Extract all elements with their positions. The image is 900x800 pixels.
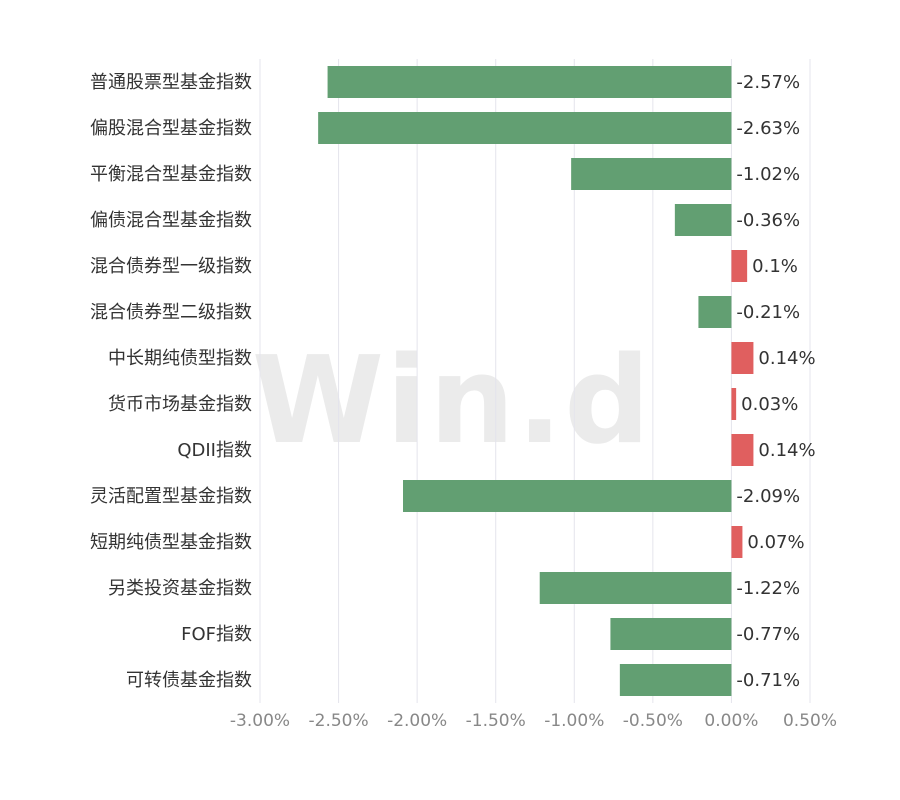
- category-labels: 普通股票型基金指数偏股混合型基金指数平衡混合型基金指数偏债混合型基金指数混合债券…: [90, 72, 252, 691]
- x-axis-tick-labels: -3.00% -2.50% -2.00% -1.50% -1.00% -0.50% 0.00…: [230, 711, 837, 731]
- category-label: 货币市场基金指数: [108, 394, 252, 415]
- watermark-text: Win.d: [252, 332, 652, 471]
- value-label: 0.14%: [758, 440, 815, 461]
- bar: [731, 388, 737, 420]
- category-label: 混合债券型一级指数: [90, 256, 252, 277]
- bar: [539, 572, 732, 604]
- x-tick-label: -0.50%: [623, 711, 683, 731]
- value-label: -2.63%: [736, 118, 800, 139]
- x-tick-label: 0.50%: [783, 711, 837, 731]
- category-label: 灵活配置型基金指数: [90, 486, 252, 507]
- value-label: -0.21%: [736, 302, 800, 323]
- bar: [619, 664, 732, 696]
- category-label: QDII指数: [177, 440, 252, 461]
- bar: [731, 434, 754, 466]
- category-label: 混合债券型二级指数: [90, 302, 252, 323]
- value-label: -0.71%: [736, 670, 800, 691]
- value-label: -0.77%: [736, 624, 800, 645]
- bar: [571, 158, 732, 190]
- category-label: FOF指数: [181, 624, 252, 645]
- bar: [403, 480, 732, 512]
- value-label: 0.14%: [758, 348, 815, 369]
- bar-series: [318, 66, 754, 696]
- bar: [674, 204, 732, 236]
- value-label: -0.36%: [736, 210, 800, 231]
- bar: [731, 526, 743, 558]
- category-label: 可转债基金指数: [126, 670, 252, 691]
- value-label: -1.02%: [736, 164, 800, 185]
- category-label: 中长期纯债型指数: [108, 348, 252, 369]
- value-label: 0.1%: [752, 256, 798, 277]
- x-tick-label: -2.00%: [387, 711, 447, 731]
- bar: [731, 342, 754, 374]
- value-label: -2.09%: [736, 486, 800, 507]
- x-tick-label: 0.00%: [704, 711, 758, 731]
- x-tick-label: -2.50%: [309, 711, 369, 731]
- value-label: -1.22%: [736, 578, 800, 599]
- x-tick-label: -1.50%: [466, 711, 526, 731]
- x-tick-label: -1.00%: [544, 711, 604, 731]
- category-label: 普通股票型基金指数: [90, 72, 252, 93]
- value-label: -2.57%: [736, 72, 800, 93]
- bar: [318, 112, 732, 144]
- value-label: 0.07%: [747, 532, 804, 553]
- value-labels: -2.57% -2.63% -1.02% -0.36% 0.1% -0.21% 0.14% 0…: [736, 72, 815, 691]
- bar: [610, 618, 732, 650]
- category-label: 另类投资基金指数: [108, 578, 252, 599]
- x-tick-label: -3.00%: [230, 711, 290, 731]
- category-label: 平衡混合型基金指数: [90, 164, 252, 185]
- bar: [731, 250, 748, 282]
- bar: [698, 296, 732, 328]
- category-label: 偏股混合型基金指数: [90, 118, 252, 139]
- category-label: 短期纯债型基金指数: [90, 532, 252, 553]
- bar: [327, 66, 732, 98]
- category-label: 偏债混合型基金指数: [90, 210, 252, 231]
- value-label: 0.03%: [741, 394, 798, 415]
